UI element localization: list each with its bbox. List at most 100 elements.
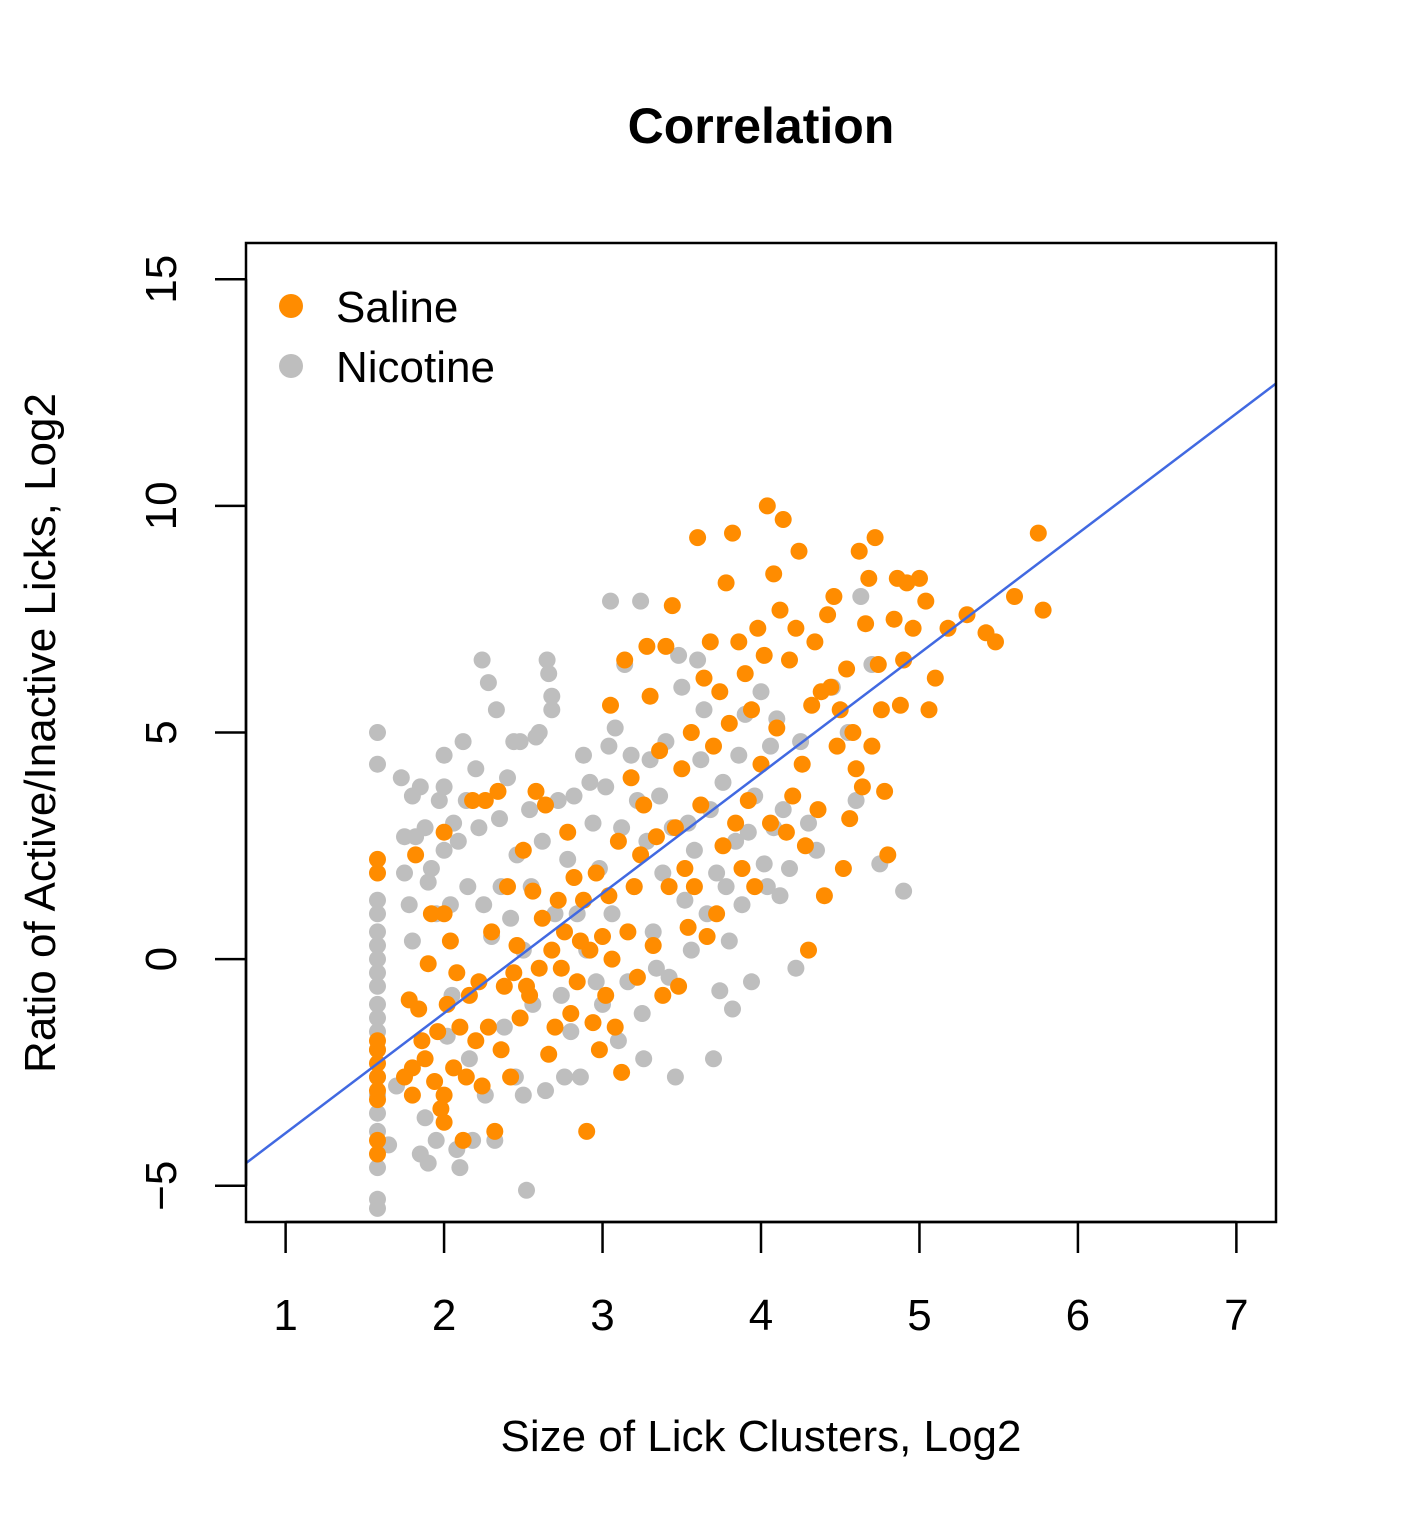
data-point bbox=[625, 878, 643, 896]
data-point bbox=[492, 1041, 510, 1059]
data-point bbox=[765, 565, 783, 583]
data-point bbox=[435, 841, 453, 859]
data-point bbox=[739, 792, 757, 809]
data-point bbox=[762, 814, 779, 832]
data-point bbox=[540, 1045, 558, 1063]
data-point bbox=[533, 832, 551, 850]
x-tick-label: 2 bbox=[432, 1291, 456, 1340]
data-point bbox=[369, 864, 386, 882]
data-point bbox=[530, 724, 548, 741]
data-point bbox=[743, 973, 760, 991]
data-point bbox=[852, 588, 870, 605]
data-point bbox=[581, 773, 599, 791]
data-point bbox=[695, 669, 713, 687]
data-point bbox=[508, 937, 526, 954]
data-point bbox=[958, 606, 976, 624]
data-point bbox=[369, 1131, 386, 1149]
x-tick-label: 7 bbox=[1224, 1291, 1248, 1340]
data-point bbox=[717, 878, 735, 896]
x-axis: 1 2 3 4 5 6 7 bbox=[273, 1220, 1249, 1340]
data-point bbox=[499, 769, 516, 787]
data-point bbox=[432, 1100, 450, 1118]
x-tick-label: 4 bbox=[749, 1291, 773, 1340]
data-point bbox=[746, 878, 764, 896]
legend-label-saline: Saline bbox=[336, 283, 458, 332]
data-point bbox=[666, 819, 684, 837]
legend-swatch-saline bbox=[279, 294, 303, 318]
data-point bbox=[600, 737, 618, 755]
data-point bbox=[673, 760, 691, 778]
data-point bbox=[774, 511, 792, 528]
data-point bbox=[755, 855, 773, 873]
data-point bbox=[430, 792, 448, 809]
data-point bbox=[521, 801, 539, 819]
data-point bbox=[524, 882, 542, 900]
data-point bbox=[825, 588, 843, 605]
data-point bbox=[543, 701, 561, 719]
data-point bbox=[670, 646, 688, 664]
data-point bbox=[800, 941, 817, 959]
data-point bbox=[584, 1014, 602, 1032]
data-point bbox=[543, 687, 561, 705]
data-point bbox=[926, 669, 944, 687]
data-point bbox=[771, 887, 789, 905]
data-point bbox=[724, 524, 741, 542]
data-point bbox=[793, 755, 811, 773]
data-point bbox=[891, 696, 909, 714]
data-point bbox=[613, 1063, 631, 1081]
data-point bbox=[828, 737, 846, 755]
data-point bbox=[724, 1000, 741, 1018]
data-point bbox=[863, 737, 881, 755]
data-point bbox=[369, 937, 386, 954]
regression-line bbox=[245, 382, 1277, 1165]
data-point bbox=[603, 950, 621, 968]
data-point bbox=[419, 873, 437, 891]
data-point bbox=[457, 1068, 475, 1086]
data-point bbox=[552, 986, 570, 1004]
data-point bbox=[410, 1000, 428, 1018]
data-point bbox=[701, 633, 719, 651]
data-point bbox=[695, 701, 713, 719]
data-point bbox=[454, 733, 472, 751]
data-point bbox=[483, 923, 501, 941]
x-tick-label: 3 bbox=[590, 1291, 614, 1340]
data-point bbox=[562, 1023, 580, 1041]
data-point bbox=[369, 950, 386, 968]
data-point bbox=[369, 1104, 386, 1122]
data-point bbox=[613, 819, 631, 837]
data-point bbox=[451, 1159, 469, 1177]
data-point bbox=[676, 891, 694, 909]
data-point bbox=[435, 1086, 453, 1104]
data-point bbox=[641, 687, 659, 705]
data-point bbox=[521, 986, 539, 1004]
data-point bbox=[602, 592, 619, 610]
data-point bbox=[369, 977, 386, 995]
data-point bbox=[603, 905, 621, 923]
data-point bbox=[733, 860, 751, 877]
data-point bbox=[632, 592, 650, 610]
points-layer bbox=[369, 497, 1052, 1217]
data-point bbox=[885, 610, 903, 628]
data-point bbox=[411, 778, 429, 796]
data-point bbox=[632, 846, 650, 864]
data-point bbox=[369, 995, 386, 1013]
data-point bbox=[435, 823, 453, 841]
data-point bbox=[781, 651, 798, 669]
data-point bbox=[594, 928, 611, 945]
data-point bbox=[633, 1005, 651, 1022]
data-point bbox=[369, 923, 386, 941]
data-point bbox=[844, 724, 862, 741]
data-point bbox=[422, 905, 440, 923]
data-point bbox=[369, 1199, 386, 1217]
data-point bbox=[369, 905, 386, 923]
data-point bbox=[400, 896, 418, 914]
data-point bbox=[419, 1154, 437, 1172]
x-axis-label: Size of Lick Clusters, Log2 bbox=[501, 1412, 1022, 1461]
y-tick-label: 0 bbox=[137, 947, 186, 971]
data-point bbox=[708, 864, 726, 882]
data-point bbox=[787, 959, 805, 977]
data-point bbox=[527, 782, 545, 800]
data-point bbox=[679, 918, 697, 936]
data-point bbox=[514, 841, 532, 859]
data-point bbox=[369, 1091, 386, 1109]
